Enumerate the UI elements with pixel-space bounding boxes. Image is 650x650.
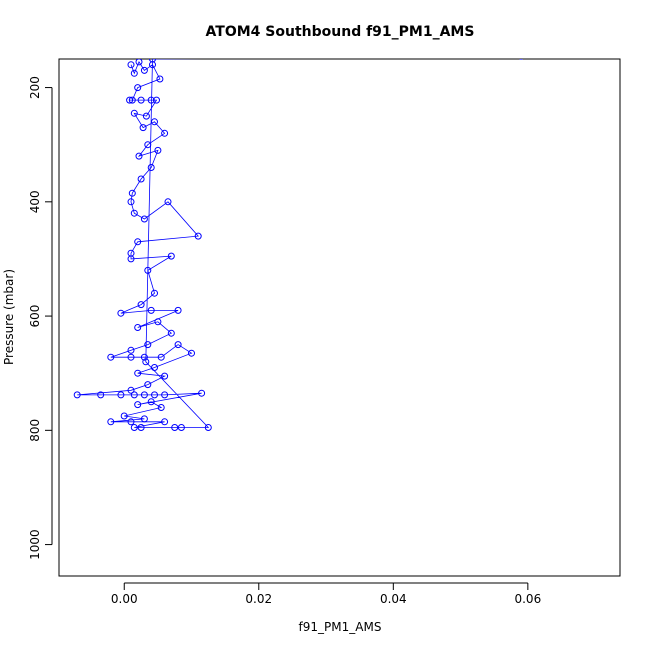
data-point xyxy=(107,353,115,361)
data-point xyxy=(147,164,155,171)
data-point xyxy=(127,61,135,69)
data-point xyxy=(73,391,81,399)
data-point xyxy=(149,59,156,63)
data-point xyxy=(140,415,148,423)
data-point xyxy=(140,215,148,223)
data-point xyxy=(161,372,169,380)
data-point xyxy=(519,59,524,60)
data-point xyxy=(204,424,212,431)
data-point xyxy=(137,301,145,309)
x-tick-label: 0.06 xyxy=(514,592,541,606)
data-point xyxy=(144,341,152,349)
data-point xyxy=(140,353,148,361)
data-point xyxy=(127,418,135,426)
data-point xyxy=(130,391,138,399)
data-point xyxy=(142,358,150,366)
data-point xyxy=(167,252,175,260)
data-point xyxy=(130,109,138,117)
x-tick-label: 0.02 xyxy=(245,592,272,606)
data-point xyxy=(153,96,160,104)
data-point xyxy=(147,306,155,314)
data-point xyxy=(134,401,142,409)
data-point xyxy=(147,96,155,104)
data-point xyxy=(171,424,179,431)
data-point xyxy=(134,238,142,246)
data-point xyxy=(188,349,195,357)
plot-frame xyxy=(58,58,621,577)
data-point xyxy=(157,404,165,411)
data-point xyxy=(161,418,169,426)
data-point xyxy=(137,96,145,104)
data-point xyxy=(130,69,138,77)
data-point xyxy=(134,369,142,377)
data-point xyxy=(154,146,162,154)
data-point xyxy=(130,209,138,217)
series-layer xyxy=(73,59,524,431)
x-tick-label: 0.00 xyxy=(111,592,138,606)
y-tick-label: 400 xyxy=(28,190,42,213)
data-point xyxy=(135,152,143,160)
data-point xyxy=(127,346,135,354)
data-point xyxy=(130,424,138,431)
data-point xyxy=(128,96,136,104)
data-point xyxy=(134,84,142,92)
data-point xyxy=(161,129,169,137)
data-point xyxy=(128,189,136,197)
data-point xyxy=(174,306,182,314)
data-point xyxy=(137,175,145,183)
data-point xyxy=(127,353,135,361)
y-tick-label: 200 xyxy=(28,76,42,99)
chart-title: ATOM4 Southbound f91_PM1_AMS xyxy=(206,24,475,40)
data-point xyxy=(198,389,206,397)
data-point xyxy=(144,381,152,389)
data-point xyxy=(97,391,105,399)
data-point xyxy=(151,289,158,297)
data-point xyxy=(134,324,142,331)
y-tick-label: 800 xyxy=(28,419,42,442)
data-point xyxy=(164,198,172,206)
data-point xyxy=(144,266,152,274)
data-point xyxy=(140,66,148,74)
data-point xyxy=(120,412,128,420)
data-point xyxy=(117,391,125,399)
data-point xyxy=(156,75,164,83)
data-point xyxy=(127,255,135,263)
data-point xyxy=(127,198,135,206)
data-point xyxy=(127,386,135,394)
data-point xyxy=(147,398,155,406)
y-axis-label: Pressure (mbar) xyxy=(2,269,16,365)
data-point xyxy=(151,391,158,399)
y-tick-label: 600 xyxy=(28,305,42,328)
data-point xyxy=(154,318,162,326)
data-point xyxy=(144,141,152,149)
data-point xyxy=(140,391,148,399)
data-point xyxy=(137,424,145,431)
data-point xyxy=(139,124,147,132)
y-axis: 200 400 600 800 1000 xyxy=(28,76,53,560)
data-point xyxy=(167,329,175,337)
data-point xyxy=(174,341,182,349)
data-point xyxy=(107,418,115,426)
data-point xyxy=(151,118,158,126)
x-axis: 0.00 0.02 0.04 0.06 xyxy=(111,582,541,606)
x-tick-label: 0.04 xyxy=(380,592,407,606)
data-point xyxy=(177,424,185,431)
data-point xyxy=(126,96,134,104)
y-tick-label: 1000 xyxy=(28,529,42,560)
x-axis-label: f91_PM1_AMS xyxy=(299,620,382,634)
data-point xyxy=(142,112,150,120)
data-point xyxy=(194,232,202,240)
series-line xyxy=(77,59,210,428)
data-point xyxy=(151,364,158,371)
data-point xyxy=(161,391,169,399)
data-point xyxy=(157,353,165,361)
data-point xyxy=(135,59,143,66)
data-point xyxy=(117,309,125,317)
